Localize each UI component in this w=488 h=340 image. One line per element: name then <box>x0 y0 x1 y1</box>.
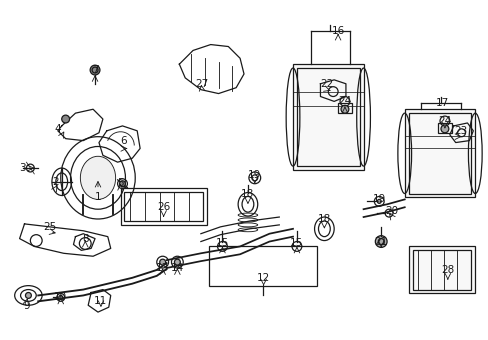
Text: 15: 15 <box>215 238 228 249</box>
Circle shape <box>90 65 100 75</box>
Circle shape <box>174 259 180 265</box>
Text: 6: 6 <box>120 136 126 146</box>
Text: 22: 22 <box>320 79 333 89</box>
Bar <box>124 191 203 221</box>
Text: 2: 2 <box>52 177 59 187</box>
Text: 13: 13 <box>156 263 169 273</box>
Bar <box>337 103 351 113</box>
Text: 25: 25 <box>43 222 57 232</box>
Bar <box>292 64 363 170</box>
Text: 1: 1 <box>95 192 101 202</box>
Text: 4: 4 <box>54 124 61 134</box>
Text: 26: 26 <box>157 202 170 212</box>
Text: 15: 15 <box>290 238 303 249</box>
Circle shape <box>440 125 448 133</box>
Text: 11: 11 <box>94 296 107 306</box>
Text: 19: 19 <box>372 194 385 204</box>
Bar <box>404 109 474 198</box>
Text: 5: 5 <box>117 178 123 188</box>
Bar <box>408 246 474 293</box>
Text: 23: 23 <box>453 126 466 136</box>
Circle shape <box>160 259 165 265</box>
Text: 27: 27 <box>195 79 208 89</box>
Circle shape <box>375 236 386 248</box>
Text: 21: 21 <box>374 237 387 246</box>
Bar <box>437 123 451 133</box>
Bar <box>408 113 470 193</box>
Text: 24: 24 <box>338 97 351 106</box>
Circle shape <box>340 105 348 113</box>
Text: 24: 24 <box>437 116 450 126</box>
Text: 16: 16 <box>331 26 344 36</box>
Text: 17: 17 <box>434 98 447 108</box>
Text: 18: 18 <box>241 189 254 200</box>
Circle shape <box>25 292 31 299</box>
Circle shape <box>119 181 125 187</box>
Text: 20: 20 <box>385 206 398 216</box>
Circle shape <box>377 199 381 203</box>
Bar <box>296 68 359 166</box>
Text: 19: 19 <box>247 170 261 180</box>
Text: 7: 7 <box>92 65 98 75</box>
Bar <box>412 250 470 290</box>
Text: 14: 14 <box>170 263 183 273</box>
Circle shape <box>61 115 69 123</box>
Text: 10: 10 <box>54 292 67 302</box>
Text: 28: 28 <box>440 265 453 275</box>
Bar <box>120 188 206 225</box>
Text: 9: 9 <box>23 301 30 311</box>
Bar <box>208 246 316 286</box>
Ellipse shape <box>80 156 115 199</box>
Circle shape <box>59 295 62 299</box>
Text: 12: 12 <box>257 273 270 283</box>
Text: 18: 18 <box>317 214 330 224</box>
Text: 8: 8 <box>82 234 88 243</box>
Text: 3: 3 <box>19 163 26 173</box>
